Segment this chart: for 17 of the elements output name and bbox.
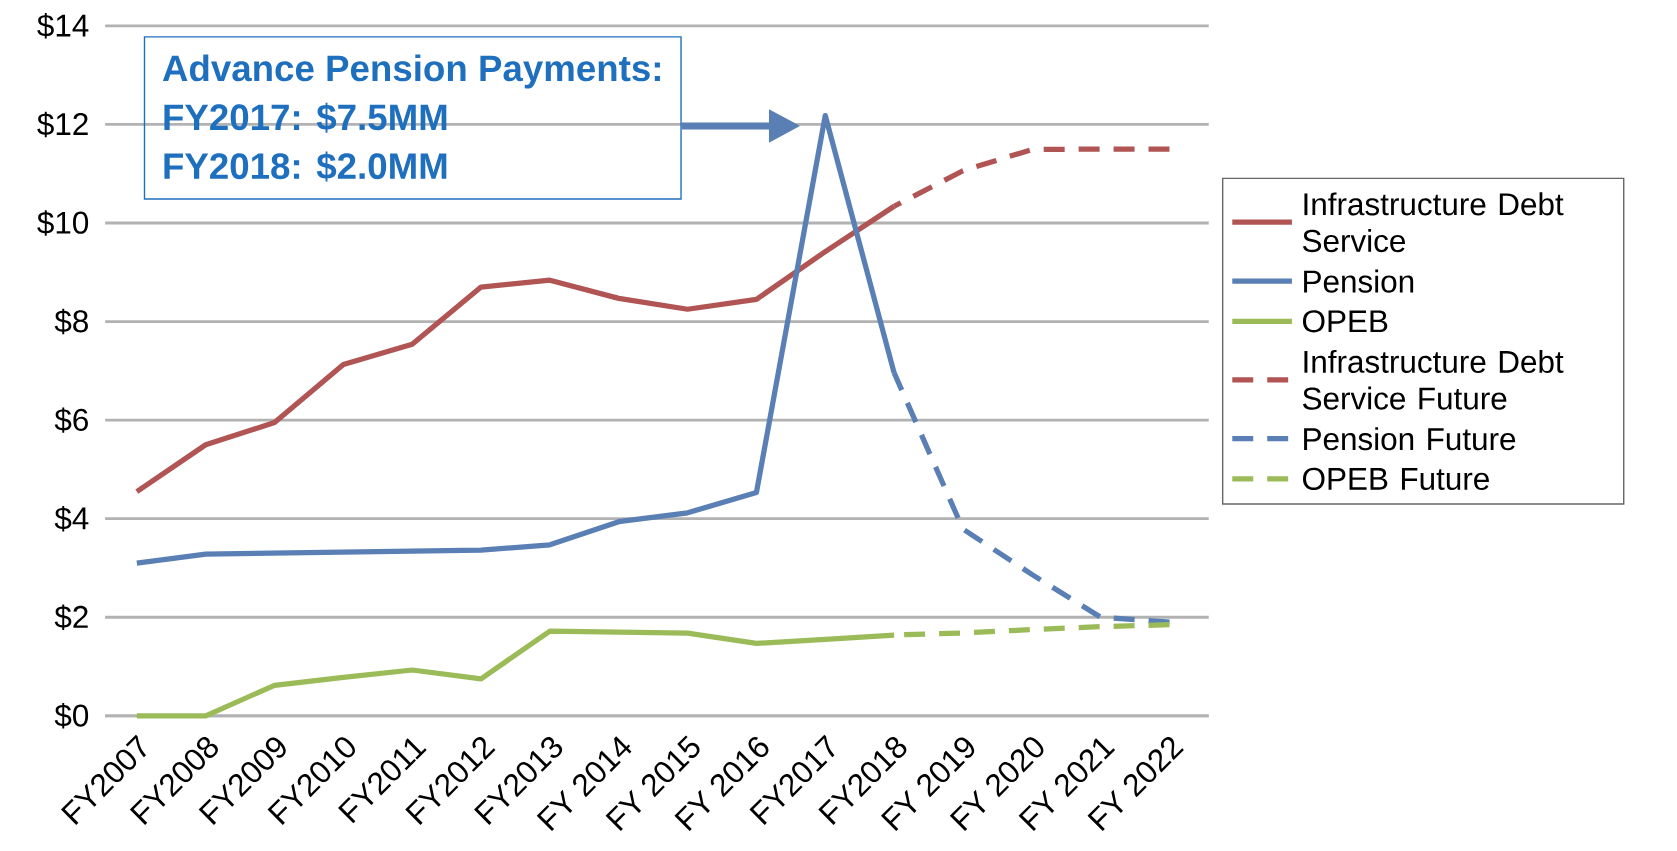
y-tick-label: $14 (37, 13, 89, 39)
legend-label: OPEB (1303, 310, 1388, 333)
y-tick-label: $4 (54, 505, 89, 532)
legend-label: Infrastructure Debt Service Future (1302, 349, 1564, 410)
y-tick-label: $10 (37, 210, 89, 236)
y-tick-label: $6 (54, 407, 88, 433)
y-tick-label: $12 (37, 111, 88, 138)
annotation: FY2018: $2.0MM (164, 151, 447, 182)
legend-label: Pension (1304, 269, 1414, 293)
legend-label: Pension Future (1304, 427, 1516, 451)
legend-label: Infrastructure Debt Service (1302, 192, 1564, 253)
legend-label: OPEB Future (1303, 467, 1489, 490)
annotation: Advance Pension Payments: (162, 54, 660, 89)
y-tick-label: $2 (54, 604, 88, 630)
y-tick-label: $8 (54, 308, 88, 335)
y-tick-label: $0 (54, 703, 89, 729)
annotation: FY2017: $7.5MM (164, 102, 447, 133)
